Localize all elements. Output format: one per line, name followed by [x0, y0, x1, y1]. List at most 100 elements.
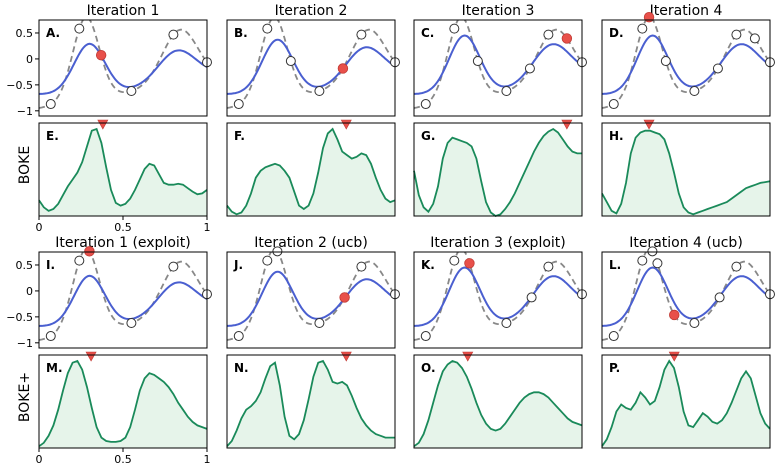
acquisition-fill [602, 361, 770, 448]
observation-point [749, 33, 760, 44]
observation-point [168, 261, 179, 272]
observation-point [608, 99, 619, 110]
argmax-marker [340, 351, 352, 362]
panel-frame [38, 251, 208, 349]
observation-point [524, 63, 535, 74]
observation-point [647, 246, 658, 257]
acquisition-line [413, 359, 583, 448]
x-tick-label: 0.5 [114, 453, 132, 466]
panel-letter: L. [609, 258, 621, 272]
panel-g: G. [413, 119, 583, 218]
argmax-marker [97, 119, 109, 130]
observation-point [314, 318, 325, 329]
panel-letter: D. [609, 26, 624, 40]
acquisition-line [38, 359, 208, 448]
panel-o: O. [413, 351, 583, 449]
panel-letter: F. [234, 129, 245, 143]
observation-point [314, 86, 325, 97]
model-mean-line [414, 266, 582, 327]
acquisition-line [601, 129, 771, 216]
true-function-line [602, 252, 770, 341]
model-mean-line [227, 38, 395, 95]
panel-title: Iteration 2 [275, 3, 348, 19]
observation-point [74, 23, 85, 34]
panel-frame [38, 354, 208, 449]
model-mean-line [227, 270, 395, 327]
argmax-marker [668, 351, 680, 362]
x-tick-label: 0.5 [114, 221, 132, 234]
panel-frame [226, 19, 396, 117]
panel-title: Iteration 1 (exploit) [55, 235, 191, 251]
acquisition-fill [39, 361, 207, 448]
true-function-line [414, 20, 582, 109]
observation-point [262, 255, 273, 266]
panel-letter: N. [234, 361, 249, 375]
panel-title: Iteration 3 [462, 3, 535, 19]
observation-point [501, 86, 512, 97]
panel-title: Iteration 4 [650, 3, 723, 19]
panel-letter: C. [421, 26, 434, 40]
new-sample-point [464, 258, 475, 269]
panel-letter: G. [421, 129, 435, 143]
observation-point [689, 318, 700, 329]
argmax-marker [85, 351, 97, 362]
observation-point [543, 29, 554, 40]
acquisition-line [38, 127, 208, 212]
observation-point [689, 86, 700, 97]
observation-point [526, 292, 537, 303]
observation-point [637, 23, 648, 34]
panel-letter: O. [421, 361, 436, 375]
observation-point [126, 86, 137, 97]
panel-frame [601, 122, 771, 217]
panel-letter: E. [46, 129, 59, 143]
panel-letter: P. [609, 361, 620, 375]
true-function-line [602, 20, 770, 109]
panel-frame [601, 251, 771, 349]
observation-point [660, 56, 671, 67]
true-function-line [39, 252, 207, 341]
panel-letter: B. [234, 26, 248, 40]
model-mean-line [39, 274, 207, 327]
panel-title: Iteration 1 [87, 3, 160, 19]
observation-point [608, 331, 619, 342]
y-tick-label: 0 [26, 53, 33, 66]
panel-letter: I. [46, 258, 55, 272]
panel-c: Iteration 3 C. [413, 3, 587, 117]
panel-n: N. [226, 351, 396, 449]
acquisition-line [226, 359, 395, 447]
panel-frame [601, 19, 771, 117]
panel-frame [413, 354, 583, 449]
observation-point [501, 318, 512, 329]
new-sample-point [561, 33, 573, 44]
y-tick-label: 0.5 [16, 27, 34, 40]
panel-title: Iteration 4 (ucb) [629, 235, 743, 251]
panel-p: P. [601, 351, 771, 449]
panel-f: F. [226, 119, 396, 217]
new-sample-point [337, 63, 349, 74]
observation-point [45, 331, 56, 342]
panel-k: Iteration 3 (exploit) K. [413, 235, 587, 349]
panel-h: H. [601, 119, 771, 217]
y-tick-label: 0.5 [16, 259, 34, 272]
true-function-line [227, 252, 395, 341]
observation-point [262, 23, 273, 34]
true-function-line [227, 20, 395, 109]
y-tick-label: 0 [26, 285, 33, 298]
model-mean-line [602, 266, 770, 327]
acquisition-line [413, 127, 582, 218]
observation-point [272, 246, 283, 257]
observation-point [449, 255, 460, 266]
panel-l: Iteration 4 (ucb) L. [601, 235, 775, 349]
panel-letter: K. [421, 258, 435, 272]
panel-frame [38, 122, 208, 217]
true-function-line [39, 20, 207, 109]
observation-point [731, 261, 742, 272]
observation-point [74, 255, 85, 266]
panel-a: Iteration 1 0.5 0 −0.5 −1 A. [6, 3, 212, 118]
panel-letter: M. [46, 361, 63, 375]
observation-point [420, 331, 431, 342]
x-tick-label: 0 [36, 453, 43, 466]
x-tick-label: 1 [204, 453, 211, 466]
argmax-marker [561, 119, 573, 130]
x-tick-label: 1 [204, 221, 211, 234]
